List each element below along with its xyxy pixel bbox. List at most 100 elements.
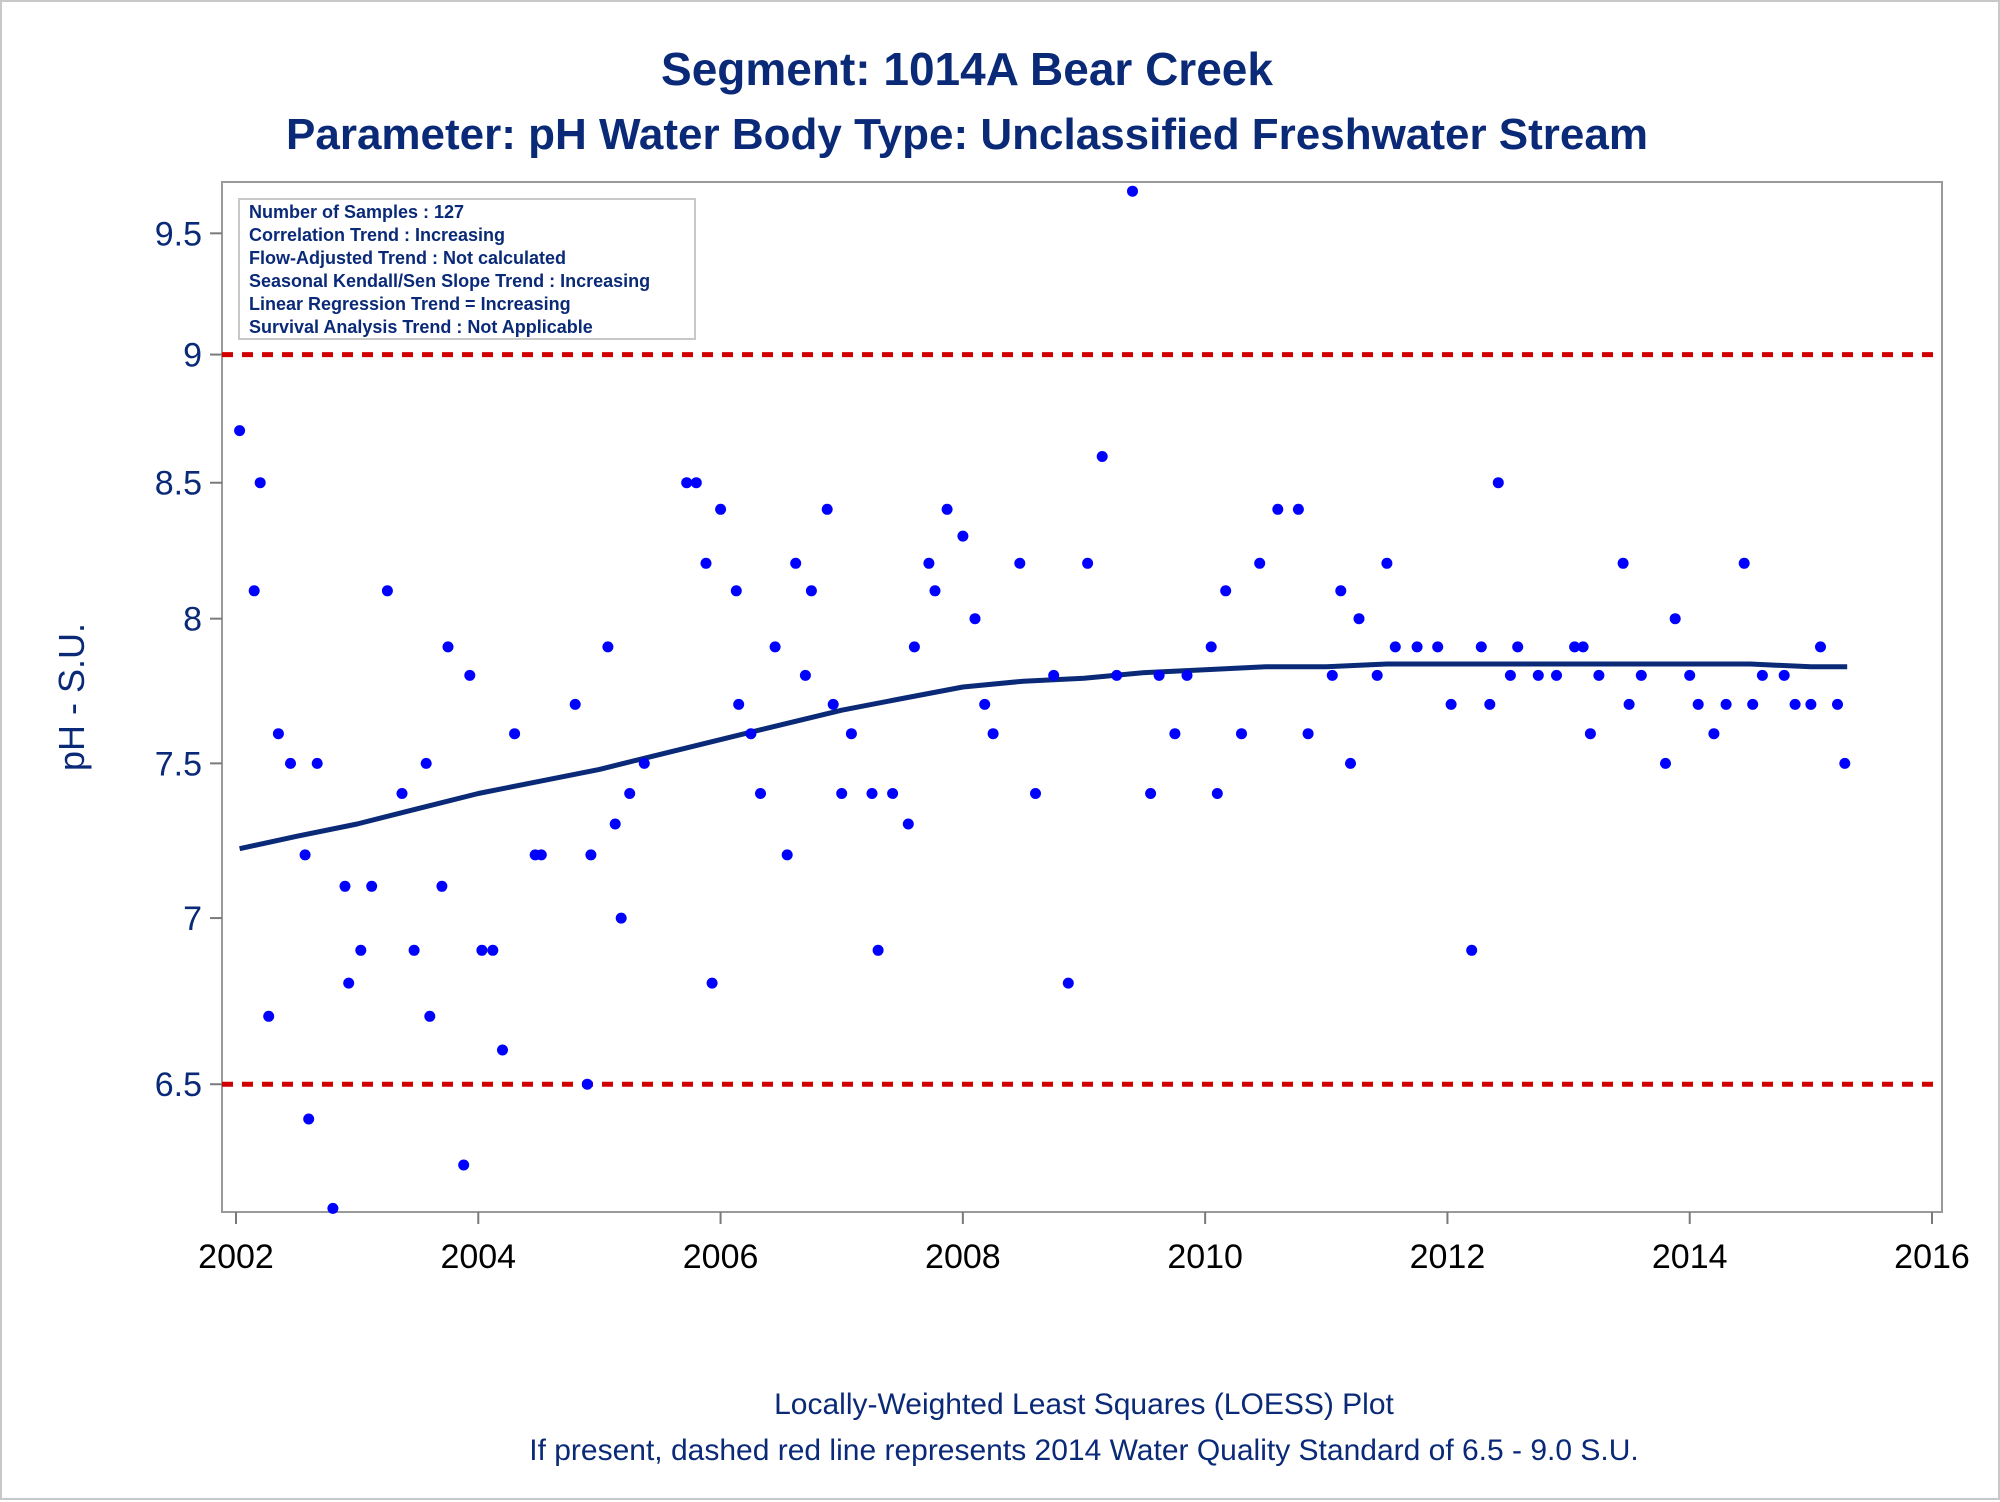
data-point	[821, 503, 833, 515]
data-point	[602, 641, 614, 653]
data-point	[1617, 557, 1629, 569]
data-point	[1326, 669, 1338, 681]
data-point	[1353, 613, 1365, 625]
data-point	[1145, 788, 1157, 799]
data-point	[442, 641, 454, 653]
y-tick-label: 8.5	[155, 465, 202, 503]
data-point	[745, 728, 757, 740]
y-tick-label: 7	[183, 900, 202, 938]
data-point	[609, 818, 621, 830]
data-point	[733, 698, 745, 710]
x-axis: 2002 2004 2006 2008 2010 2012 2014 2016	[198, 1212, 1970, 1276]
data-point	[1756, 669, 1768, 681]
data-point	[1445, 698, 1457, 710]
x-tick-label: 2008	[925, 1238, 1001, 1276]
data-point	[845, 728, 857, 740]
data-point	[1169, 728, 1181, 740]
data-point	[248, 585, 260, 597]
info-box-border	[238, 198, 696, 340]
data-point	[1738, 557, 1750, 569]
plot-area	[221, 181, 1943, 1213]
data-point	[1302, 728, 1314, 740]
data-point	[1684, 669, 1696, 681]
data-point	[1111, 669, 1123, 681]
data-point	[836, 788, 848, 799]
data-point	[311, 757, 323, 769]
data-point	[1492, 477, 1504, 489]
info-line-correlation: Correlation Trend : Increasing	[249, 225, 505, 245]
data-point	[303, 1113, 315, 1125]
data-point	[569, 698, 581, 710]
info-line-flow-adjusted: Flow-Adjusted Trend : Not calculated	[249, 248, 566, 268]
data-point	[715, 503, 727, 515]
x-tick-label: 2010	[1167, 1238, 1243, 1276]
x-tick-label: 2006	[683, 1238, 759, 1276]
info-box: Number of Samples : 127 Correlation Tren…	[238, 198, 696, 340]
data-point	[1411, 641, 1423, 653]
data-point	[1062, 977, 1074, 989]
data-point	[1096, 451, 1108, 462]
data-point	[902, 818, 914, 830]
data-point	[436, 880, 448, 892]
data-point	[487, 944, 499, 956]
data-point	[1839, 757, 1851, 769]
data-point	[1292, 503, 1304, 515]
data-point	[700, 557, 712, 569]
data-point	[1832, 698, 1843, 710]
data-point	[969, 613, 981, 625]
data-point	[585, 849, 597, 861]
data-point	[396, 788, 408, 799]
loess-line	[239, 661, 1848, 852]
data-point	[1181, 669, 1193, 681]
data-point	[1335, 585, 1347, 597]
data-point	[1484, 698, 1496, 710]
data-point	[929, 585, 941, 597]
data-point	[908, 641, 920, 653]
data-point	[730, 585, 742, 597]
data-point	[1593, 669, 1605, 681]
data-point	[1466, 944, 1478, 956]
data-point	[1815, 641, 1826, 653]
x-tick-label: 2016	[1894, 1238, 1970, 1276]
data-point	[706, 977, 718, 989]
data-point	[681, 477, 693, 489]
data-point	[581, 1078, 593, 1090]
data-point	[1381, 557, 1393, 569]
data-point	[381, 585, 393, 597]
data-point	[1692, 698, 1704, 710]
data-point	[424, 1010, 436, 1022]
data-point	[1371, 669, 1383, 681]
data-point	[366, 880, 378, 892]
data-point	[1532, 669, 1544, 681]
data-point	[254, 477, 266, 489]
x-tick-label: 2014	[1652, 1238, 1728, 1276]
y-tick-label: 7.5	[155, 745, 202, 783]
info-line-survival: Survival Analysis Trend : Not Applicable	[249, 317, 593, 337]
data-point	[1345, 757, 1356, 769]
data-point	[1082, 557, 1094, 569]
data-point	[1272, 503, 1284, 515]
data-point	[343, 977, 355, 989]
data-point	[827, 698, 839, 710]
data-point	[327, 1202, 339, 1214]
data-point	[866, 788, 878, 799]
data-point	[1584, 728, 1596, 740]
data-point	[1254, 557, 1266, 569]
info-line-samples: Number of Samples : 127	[249, 202, 464, 222]
chart-title: Segment: 1014A Bear Creek	[661, 43, 1273, 95]
data-point	[805, 585, 817, 597]
x-tick-label: 2004	[440, 1238, 516, 1276]
data-point	[509, 728, 521, 740]
chart-subtitle: Parameter: pH Water Body Type: Unclassif…	[286, 110, 1648, 159]
data-point	[408, 944, 420, 956]
data-point	[1030, 788, 1041, 799]
data-point	[476, 944, 488, 956]
data-point	[1220, 585, 1232, 597]
y-axis-label: pH - S.U.	[51, 623, 92, 771]
data-point	[987, 728, 999, 740]
data-point	[755, 788, 766, 799]
data-point	[1660, 757, 1671, 769]
data-point	[272, 728, 284, 740]
data-point	[1569, 641, 1581, 653]
